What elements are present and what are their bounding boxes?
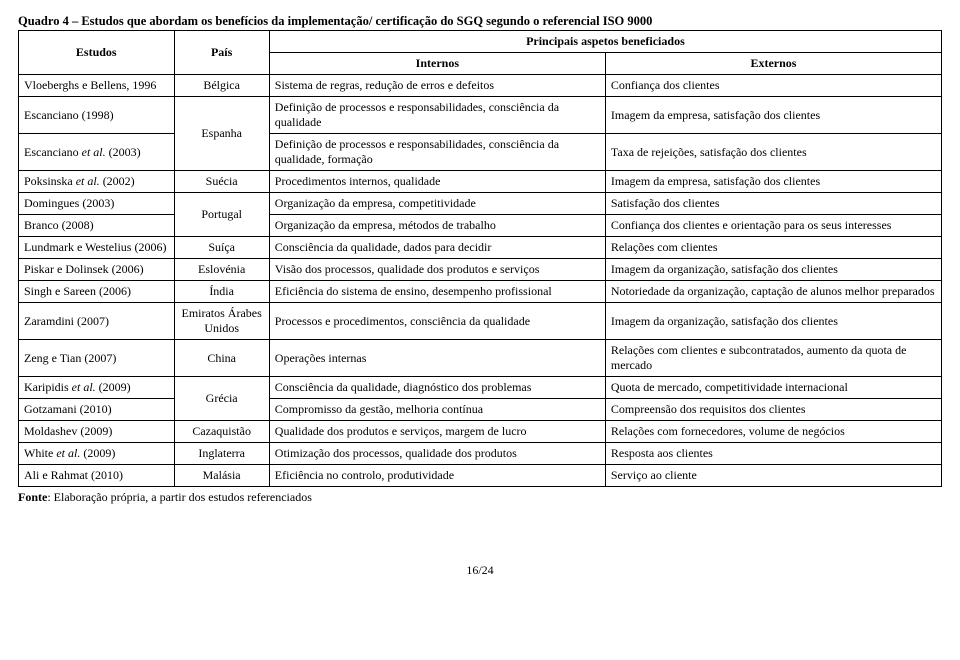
source-text: : Elaboração própria, a partir dos estud…	[47, 490, 312, 504]
cell-country: Grécia	[174, 377, 269, 421]
cell-study: Ali e Rahmat (2010)	[19, 465, 175, 487]
cell-study: White et al. (2009)	[19, 443, 175, 465]
cell-internal: Consciência da qualidade, diagnóstico do…	[269, 377, 605, 399]
cell-study: Lundmark e Westelius (2006)	[19, 237, 175, 259]
cell-study: Poksinska et al. (2002)	[19, 171, 175, 193]
header-external: Externos	[605, 53, 941, 75]
cell-external: Compreensão dos requisitos dos clientes	[605, 399, 941, 421]
cell-country: Emiratos Árabes Unidos	[174, 303, 269, 340]
cell-country: Inglaterra	[174, 443, 269, 465]
cell-study: Zaramdini (2007)	[19, 303, 175, 340]
cell-internal: Definição de processos e responsabilidad…	[269, 134, 605, 171]
cell-country: Índia	[174, 281, 269, 303]
cell-external: Taxa de rejeições, satisfação dos client…	[605, 134, 941, 171]
cell-internal: Organização da empresa, métodos de traba…	[269, 215, 605, 237]
cell-study: Domingues (2003)	[19, 193, 175, 215]
cell-external: Satisfação dos clientes	[605, 193, 941, 215]
cell-internal: Visão dos processos, qualidade dos produ…	[269, 259, 605, 281]
cell-country: Espanha	[174, 97, 269, 171]
cell-study: Piskar e Dolinsek (2006)	[19, 259, 175, 281]
table-row: Gotzamani (2010) Compromisso da gestão, m…	[19, 399, 942, 421]
table-row: Escanciano (1998)EspanhaDefinição de pro…	[19, 97, 942, 134]
cell-country: Bélgica	[174, 75, 269, 97]
cell-study: Karipidis et al. (2009)	[19, 377, 175, 399]
table-row: White et al. (2009)InglaterraOtimização …	[19, 443, 942, 465]
cell-external: Resposta aos clientes	[605, 443, 941, 465]
source-label: Fonte	[18, 490, 47, 504]
cell-country: Suécia	[174, 171, 269, 193]
main-table: Estudos País Principais aspetos benefici…	[18, 30, 942, 487]
table-row: Vloeberghs e Bellens, 1996BélgicaSistema…	[19, 75, 942, 97]
table-row: Karipidis et al. (2009)GréciaConsciência…	[19, 377, 942, 399]
cell-study: Branco (2008)	[19, 215, 175, 237]
cell-country: Portugal	[174, 193, 269, 237]
cell-study: Moldashev (2009)	[19, 421, 175, 443]
table-header: Estudos País Principais aspetos benefici…	[19, 31, 942, 75]
cell-internal: Procedimentos internos, qualidade	[269, 171, 605, 193]
cell-study: Escanciano (1998)	[19, 97, 175, 134]
cell-country: Cazaquistão	[174, 421, 269, 443]
cell-country: Malásia	[174, 465, 269, 487]
cell-study: Gotzamani (2010)	[19, 399, 175, 421]
cell-internal: Operações internas	[269, 340, 605, 377]
cell-study: Vloeberghs e Bellens, 1996	[19, 75, 175, 97]
cell-external: Imagem da empresa, satisfação dos client…	[605, 97, 941, 134]
table-row: Moldashev (2009)CazaquistãoQualidade dos…	[19, 421, 942, 443]
table-row: Poksinska et al. (2002)SuéciaProcediment…	[19, 171, 942, 193]
table-title: Quadro 4 – Estudos que abordam os benefí…	[18, 14, 942, 29]
table-body: Vloeberghs e Bellens, 1996BélgicaSistema…	[19, 75, 942, 487]
cell-internal: Qualidade dos produtos e serviços, marge…	[269, 421, 605, 443]
table-source: Fonte: Elaboração própria, a partir dos …	[18, 490, 942, 505]
cell-country: Suíça	[174, 237, 269, 259]
header-aspects: Principais aspetos beneficiados	[269, 31, 941, 53]
table-row: Piskar e Dolinsek (2006)EslovéniaVisão d…	[19, 259, 942, 281]
cell-internal: Otimização dos processos, qualidade dos …	[269, 443, 605, 465]
cell-study: Singh e Sareen (2006)	[19, 281, 175, 303]
cell-internal: Organização da empresa, competitividade	[269, 193, 605, 215]
table-row: Singh e Sareen (2006)ÍndiaEficiência do …	[19, 281, 942, 303]
header-country: País	[174, 31, 269, 75]
cell-internal: Eficiência do sistema de ensino, desempe…	[269, 281, 605, 303]
cell-external: Relações com clientes	[605, 237, 941, 259]
table-row: Escanciano et al. (2003) Definição de pro…	[19, 134, 942, 171]
table-row: Zaramdini (2007)Emiratos Árabes UnidosPr…	[19, 303, 942, 340]
cell-internal: Processos e procedimentos, consciência d…	[269, 303, 605, 340]
cell-study: Zeng e Tian (2007)	[19, 340, 175, 377]
cell-internal: Compromisso da gestão, melhoria contínua	[269, 399, 605, 421]
table-row: Branco (2008) Organização da empresa, mét…	[19, 215, 942, 237]
cell-external: Confiança dos clientes e orientação para…	[605, 215, 941, 237]
header-internal: Internos	[269, 53, 605, 75]
cell-external: Quota de mercado, competitividade intern…	[605, 377, 941, 399]
cell-external: Confiança dos clientes	[605, 75, 941, 97]
table-row: Lundmark e Westelius (2006)SuíçaConsciên…	[19, 237, 942, 259]
cell-external: Imagem da empresa, satisfação dos client…	[605, 171, 941, 193]
cell-country: China	[174, 340, 269, 377]
cell-study: Escanciano et al. (2003)	[19, 134, 175, 171]
table-row: Zeng e Tian (2007)ChinaOperações interna…	[19, 340, 942, 377]
cell-country: Eslovénia	[174, 259, 269, 281]
header-studies: Estudos	[19, 31, 175, 75]
table-row: Ali e Rahmat (2010)MalásiaEficiência no …	[19, 465, 942, 487]
cell-internal: Eficiência no controlo, produtividade	[269, 465, 605, 487]
cell-external: Imagem da organização, satisfação dos cl…	[605, 259, 941, 281]
cell-external: Notoriedade da organização, captação de …	[605, 281, 941, 303]
cell-internal: Definição de processos e responsabilidad…	[269, 97, 605, 134]
table-row: Domingues (2003)PortugalOrganização da e…	[19, 193, 942, 215]
cell-internal: Sistema de regras, redução de erros e de…	[269, 75, 605, 97]
cell-external: Serviço ao cliente	[605, 465, 941, 487]
cell-external: Relações com fornecedores, volume de neg…	[605, 421, 941, 443]
cell-external: Relações com clientes e subcontratados, …	[605, 340, 941, 377]
cell-internal: Consciência da qualidade, dados para dec…	[269, 237, 605, 259]
cell-external: Imagem da organização, satisfação dos cl…	[605, 303, 941, 340]
page-number: 16/24	[18, 563, 942, 578]
